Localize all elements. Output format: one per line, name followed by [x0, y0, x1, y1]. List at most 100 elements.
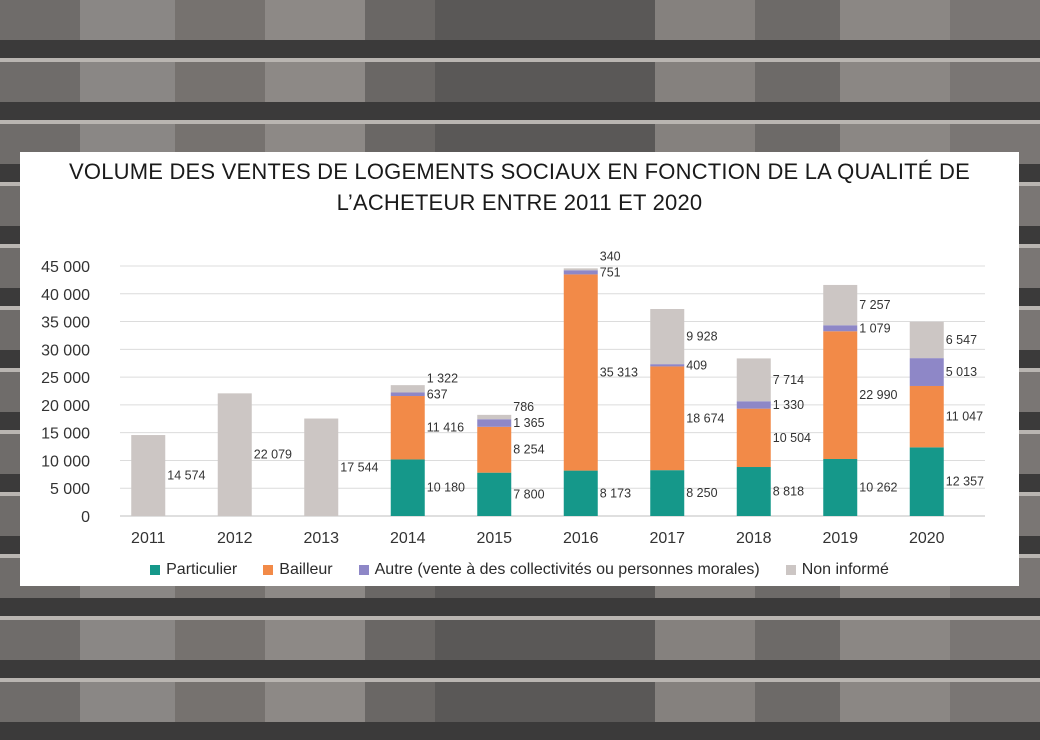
y-tick-label: 40 000	[41, 287, 90, 304]
chart-title-line-1: VOLUME DES VENTES DE LOGEMENTS SOCIAUX E…	[69, 159, 970, 184]
bar-segment	[736, 401, 771, 409]
data-label: 6 547	[946, 333, 977, 347]
bar-segment	[650, 364, 685, 367]
legend-swatch	[150, 565, 161, 575]
legend-item: Particulier	[150, 561, 237, 579]
bar-segment	[390, 385, 425, 393]
legend-swatch	[358, 565, 369, 575]
bar-segment	[823, 331, 858, 459]
bar-segment	[477, 426, 512, 473]
bar-segment	[650, 366, 685, 471]
data-label: 5 013	[946, 365, 977, 379]
bar-segment	[736, 408, 771, 468]
legend-item: Bailleur	[263, 561, 333, 579]
legend-label: Non informé	[801, 561, 889, 578]
y-tick-label: 45 000	[41, 259, 90, 276]
bar-segment	[131, 435, 166, 516]
legend-label: Autre (vente à des collectivités ou pers…	[374, 561, 760, 578]
bar-segment	[823, 284, 858, 326]
chart-title: VOLUME DES VENTES DE LOGEMENTS SOCIAUX E…	[20, 156, 1019, 218]
bar-segment	[477, 419, 512, 427]
data-label: 8 250	[686, 486, 717, 500]
y-tick-label: 0	[81, 509, 90, 526]
bar-segment	[736, 358, 771, 402]
data-label: 14 574	[167, 469, 205, 483]
bar-segment	[304, 418, 339, 516]
legend-label: Particulier	[166, 561, 238, 578]
x-tick-label: 2018	[736, 530, 772, 547]
chart-title-line-2: L’ACHETEUR ENTRE 2011 ET 2020	[336, 190, 703, 215]
x-tick-label: 2020	[909, 530, 945, 547]
bar-segment	[909, 385, 944, 448]
bar-segment	[736, 467, 771, 516]
bar-segment	[563, 270, 598, 275]
stacked-bar-chart: 0 5 000 10 000 15 000 20 000 25 000 30 000 35 0…	[41, 249, 985, 547]
bar-segment	[390, 396, 425, 460]
data-label: 11 047	[946, 410, 983, 424]
data-label: 751	[600, 265, 621, 279]
bar-segment	[823, 325, 858, 332]
data-label: 22 990	[859, 388, 897, 402]
x-tick-label: 2016	[563, 530, 599, 547]
data-label: 8 818	[773, 485, 804, 499]
data-label: 10 180	[427, 481, 465, 495]
data-label: 786	[513, 400, 534, 414]
data-label: 1 079	[859, 321, 890, 335]
data-label: 8 254	[513, 443, 544, 457]
data-label: 340	[600, 249, 621, 263]
legend-item: Non informé	[785, 561, 889, 579]
bar-segment	[650, 308, 685, 365]
bar-segment	[563, 470, 598, 516]
y-tick-label: 15 000	[41, 426, 90, 443]
bar-segment	[217, 393, 252, 516]
x-tick-label: 2015	[476, 530, 512, 547]
x-tick-label: 2013	[303, 530, 339, 547]
bar-segment	[390, 459, 425, 516]
x-tick-label: 2014	[390, 530, 426, 547]
data-label: 1 365	[513, 416, 544, 430]
y-tick-label: 35 000	[41, 315, 90, 332]
data-label: 8 173	[600, 486, 631, 500]
data-label: 10 262	[859, 480, 897, 494]
data-label: 17 544	[340, 460, 378, 474]
legend-item: Autre (vente à des collectivités ou pers…	[358, 561, 760, 579]
x-tick-label: 2012	[217, 530, 253, 547]
bar-segment	[909, 447, 944, 516]
y-tick-label: 20 000	[41, 398, 90, 415]
data-label: 7 800	[513, 487, 544, 501]
legend-label: Bailleur	[279, 561, 333, 578]
data-label: 35 313	[600, 366, 638, 380]
bar-segment	[823, 458, 858, 516]
x-tick-label: 2017	[649, 530, 685, 547]
bar-segment	[477, 472, 512, 516]
x-tick-label: 2011	[131, 530, 166, 547]
data-label: 22 079	[254, 448, 292, 462]
y-tick-label: 30 000	[41, 342, 90, 359]
bar-segment	[390, 392, 425, 397]
chart-panel: VOLUME DES VENTES DE LOGEMENTS SOCIAUX E…	[20, 152, 1019, 586]
y-tick-label: 25 000	[41, 370, 90, 387]
data-label: 637	[427, 387, 448, 401]
legend-swatch	[263, 565, 274, 575]
legend-swatch	[785, 565, 796, 575]
bar-segment	[563, 268, 598, 271]
data-label: 9 928	[686, 330, 717, 344]
chart-legend: Particulier Bailleur Autre (vente à des co…	[20, 561, 1019, 579]
data-label: 7 714	[773, 373, 804, 387]
bar-segment	[477, 414, 512, 420]
data-label: 11 416	[427, 421, 464, 435]
y-tick-label: 10 000	[41, 453, 90, 470]
bar-segment	[563, 274, 598, 471]
x-tick-label: 2019	[822, 530, 858, 547]
data-label: 12 357	[946, 475, 984, 489]
data-label: 10 504	[773, 431, 811, 445]
data-label: 1 330	[773, 398, 804, 412]
data-label: 18 674	[686, 411, 724, 425]
bar-segment	[650, 470, 685, 516]
bar-segment	[909, 358, 944, 386]
data-label: 7 257	[859, 298, 890, 312]
data-label: 1 322	[427, 371, 458, 385]
y-tick-label: 5 000	[50, 481, 90, 498]
bar-segment	[909, 321, 944, 359]
data-label: 409	[686, 358, 707, 372]
